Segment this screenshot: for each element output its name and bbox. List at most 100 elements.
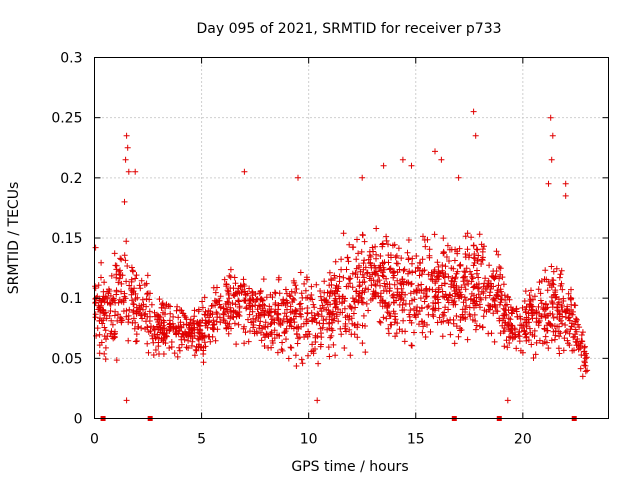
data-point: [280, 316, 287, 322]
data-point: [361, 238, 368, 245]
data-point: [473, 322, 480, 329]
data-point: [330, 310, 337, 317]
data-point: [403, 279, 410, 286]
data-point: [548, 156, 555, 163]
data-point: [373, 255, 379, 262]
data-point: [441, 280, 448, 287]
data-point: [333, 311, 340, 318]
data-point: [129, 267, 136, 274]
y-tick-label: 0.3: [60, 51, 82, 67]
data-point: [358, 248, 365, 255]
data-point: [431, 267, 438, 273]
data-point: [101, 279, 108, 286]
data-point: [283, 297, 290, 304]
data-point: [572, 338, 579, 345]
data-point: [542, 333, 549, 340]
data-point: [380, 162, 387, 169]
data-point: [330, 341, 337, 348]
data-point: [101, 333, 108, 340]
data-point: [504, 344, 511, 351]
data-point: [288, 316, 295, 323]
data-point: [204, 324, 211, 331]
data-point: [438, 156, 445, 163]
data-point: [554, 323, 561, 330]
data-point: [421, 267, 428, 274]
data-point: [554, 304, 560, 311]
data-point: [479, 246, 486, 253]
data-point: [490, 310, 497, 317]
data-point: [227, 304, 234, 311]
data-point: [506, 340, 513, 346]
data-point: [478, 261, 485, 267]
data-point: [337, 309, 344, 316]
data-point: [441, 274, 448, 281]
data-point: [343, 328, 349, 335]
data-point: [338, 331, 345, 338]
data-point: [412, 268, 419, 275]
data-point: [572, 326, 579, 333]
data-point: [579, 329, 586, 336]
data-point: [196, 320, 203, 326]
data-point: [550, 268, 557, 275]
data-point: [506, 333, 512, 340]
data-point: [529, 309, 535, 316]
data-point: [109, 296, 116, 303]
data-point: [260, 276, 267, 283]
data-point: [385, 325, 392, 332]
data-point: [138, 311, 145, 318]
data-point: [129, 297, 135, 304]
data-point: [318, 330, 324, 337]
data-point: [144, 313, 151, 320]
data-point: [269, 294, 276, 301]
data-point: [281, 310, 288, 317]
data-point: [125, 337, 132, 344]
data-point: [252, 291, 259, 297]
data-point: [495, 282, 502, 289]
data-point: [508, 322, 515, 329]
data-point: [125, 168, 132, 175]
data-point: [536, 337, 543, 344]
data-point: [341, 305, 348, 312]
data-point: [314, 310, 321, 317]
data-point: [200, 344, 207, 351]
data-point: [128, 264, 135, 271]
data-point: [365, 256, 372, 263]
data-point: [562, 308, 569, 315]
data-point: [291, 279, 298, 286]
data-point: [380, 314, 387, 321]
data-point: [431, 231, 438, 238]
data-point: [157, 324, 163, 331]
data-point: [268, 313, 274, 319]
data-point: [283, 336, 289, 343]
data-point: [123, 238, 130, 245]
data-point: [424, 321, 430, 328]
data-point: [170, 323, 177, 330]
data-point: [97, 307, 104, 314]
data-point: [507, 316, 514, 323]
data-point: [116, 275, 123, 282]
data-point: [461, 282, 468, 288]
data-point: [257, 296, 264, 303]
data-point: [457, 261, 464, 268]
data-point: [457, 317, 464, 323]
data-point: [455, 333, 462, 340]
data-point: [377, 253, 384, 259]
data-point: [336, 278, 343, 285]
data-point: [241, 288, 248, 295]
data-point: [230, 308, 237, 315]
data-point: [448, 277, 455, 284]
data-point: [92, 311, 99, 318]
data-point: [537, 290, 544, 297]
data-point: [446, 246, 453, 253]
data-point: [417, 295, 424, 302]
data-point: [222, 301, 229, 307]
data-point: [467, 295, 474, 302]
data-point: [324, 289, 331, 296]
data-point: [452, 301, 459, 308]
data-point: [392, 316, 399, 323]
data-point: [328, 332, 335, 339]
data-point: [392, 310, 398, 317]
data-point: [512, 333, 519, 340]
data-point: [543, 339, 550, 346]
data-point: [552, 328, 559, 334]
